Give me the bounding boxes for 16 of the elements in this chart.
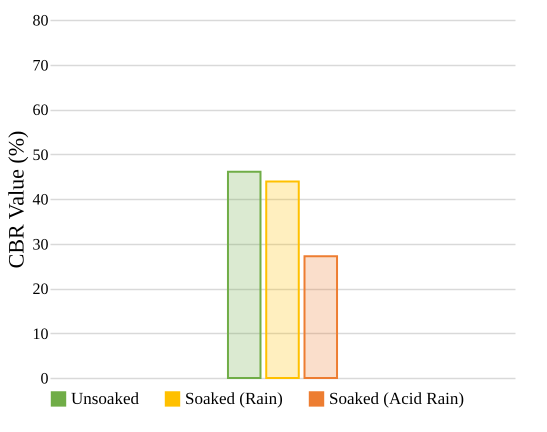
bar — [265, 180, 300, 379]
bar — [226, 170, 262, 379]
y-tick-label: 20 — [32, 281, 48, 298]
y-tick-label: 30 — [32, 236, 48, 254]
legend-label: Soaked (Acid Rain) — [329, 388, 464, 408]
legend-label: Soaked (Rain) — [185, 388, 283, 408]
y-axis-title: CBR Value (%) — [4, 130, 28, 268]
y-tick-label: 80 — [32, 12, 48, 30]
y-tick-label: 10 — [32, 326, 48, 343]
y-tick-label: 50 — [32, 146, 48, 164]
y-tick-label: 60 — [32, 102, 48, 119]
y-tick-label: 0 — [40, 370, 48, 388]
bar — [304, 255, 338, 379]
legend-label: Unsoaked — [71, 388, 140, 408]
y-tick-label: 40 — [32, 192, 48, 208]
y-tick-label: 70 — [32, 57, 48, 74]
